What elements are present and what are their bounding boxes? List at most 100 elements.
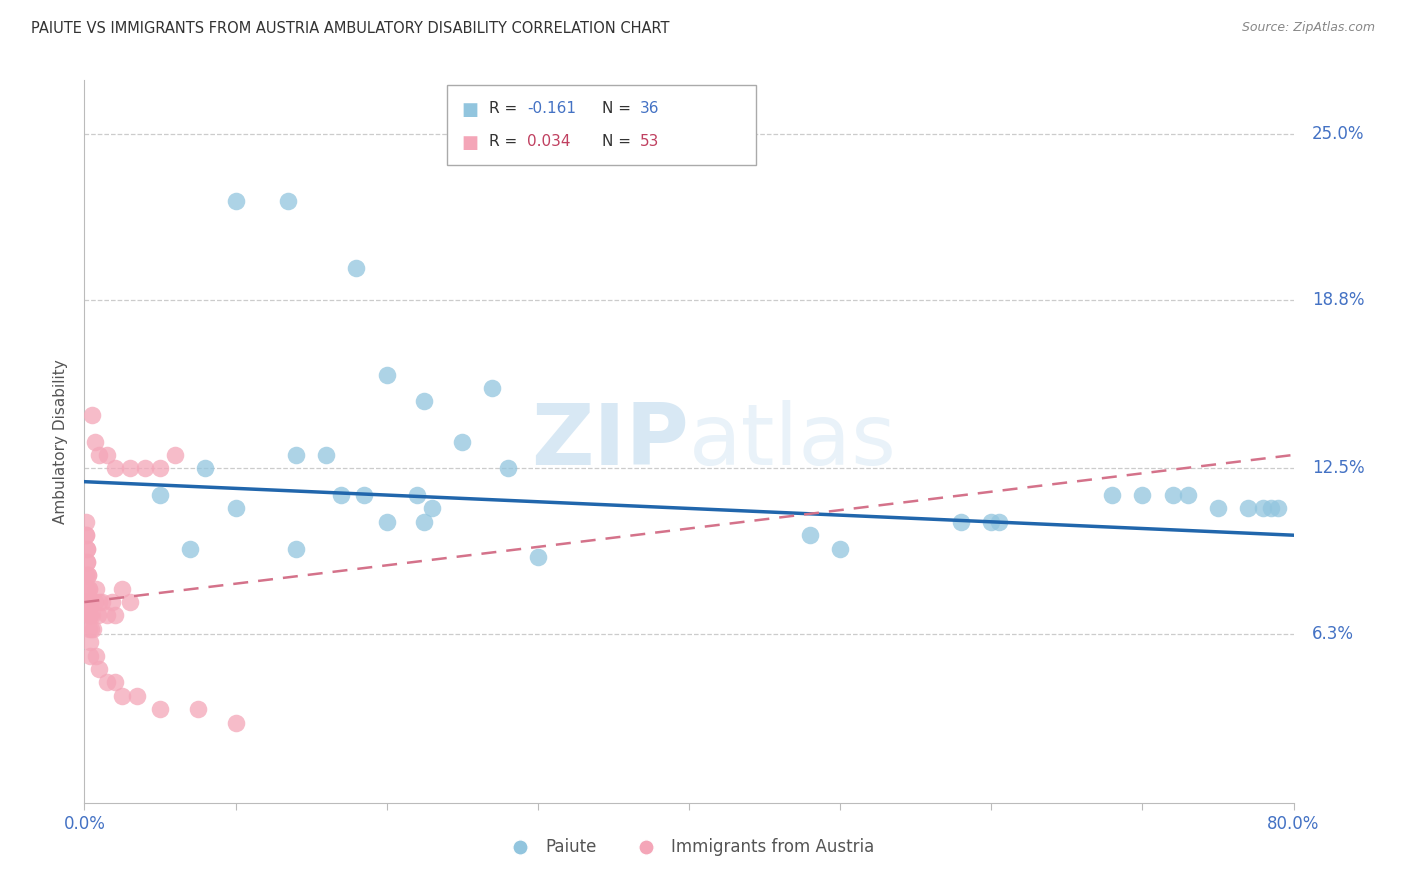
Text: -0.161: -0.161: [527, 101, 576, 116]
Point: [225, 501, 247, 516]
Point: [375, 368, 398, 382]
Text: 53: 53: [640, 134, 659, 149]
Text: ■: ■: [461, 134, 478, 152]
Point: [149, 488, 172, 502]
Point: [104, 675, 127, 690]
Point: [77, 568, 100, 582]
Point: [118, 595, 141, 609]
Point: [77, 582, 100, 596]
Point: [84, 595, 107, 609]
Point: [96, 448, 118, 462]
Point: [1206, 501, 1229, 516]
Point: [413, 515, 436, 529]
Point: [285, 448, 308, 462]
Point: [353, 488, 375, 502]
Point: [77, 608, 100, 623]
Point: [179, 541, 201, 556]
Point: [104, 608, 127, 623]
Point: [76, 582, 98, 596]
Point: [86, 648, 108, 663]
Text: 12.5%: 12.5%: [1312, 459, 1364, 477]
Point: [76, 595, 98, 609]
Text: ZIP: ZIP: [531, 400, 689, 483]
Text: 0.034: 0.034: [527, 134, 571, 149]
Point: [80, 608, 103, 623]
Text: 25.0%: 25.0%: [1312, 125, 1364, 143]
Point: [194, 461, 217, 475]
Point: [1237, 501, 1260, 516]
Text: R =: R =: [489, 101, 523, 116]
Point: [76, 541, 98, 556]
Point: [375, 515, 398, 529]
Point: [91, 595, 114, 609]
Point: [111, 582, 134, 596]
Point: [84, 434, 107, 449]
Text: 18.8%: 18.8%: [1312, 291, 1364, 309]
Point: [76, 555, 98, 569]
Point: [277, 194, 299, 208]
Point: [96, 675, 118, 690]
Point: [77, 582, 100, 596]
Point: [75, 568, 97, 582]
Point: [75, 515, 97, 529]
Text: N =: N =: [602, 101, 636, 116]
Text: N =: N =: [602, 134, 636, 149]
Point: [527, 549, 550, 564]
Point: [1253, 501, 1275, 516]
Point: [82, 622, 104, 636]
Point: [496, 461, 519, 475]
Text: Source: ZipAtlas.com: Source: ZipAtlas.com: [1241, 21, 1375, 34]
Point: [75, 528, 97, 542]
Point: [79, 648, 101, 663]
Point: [89, 448, 111, 462]
Point: [76, 541, 98, 556]
Point: [79, 595, 101, 609]
Text: R =: R =: [489, 134, 523, 149]
Point: [77, 568, 100, 582]
Text: 6.3%: 6.3%: [1312, 625, 1354, 643]
Point: [830, 541, 852, 556]
Point: [86, 582, 108, 596]
Point: [406, 488, 429, 502]
Point: [950, 515, 973, 529]
Point: [980, 515, 1002, 529]
Point: [1101, 488, 1123, 502]
Point: [1132, 488, 1154, 502]
Point: [96, 608, 118, 623]
Point: [87, 608, 110, 623]
Point: [1260, 501, 1282, 516]
Point: [165, 448, 187, 462]
Point: [799, 528, 821, 542]
Point: [89, 595, 111, 609]
Point: [80, 408, 103, 422]
Text: 36: 36: [640, 101, 659, 116]
Text: atlas: atlas: [689, 400, 897, 483]
Point: [481, 381, 503, 395]
Point: [1177, 488, 1199, 502]
Point: [76, 555, 98, 569]
Point: [225, 715, 247, 730]
Point: [75, 528, 97, 542]
Point: [79, 595, 101, 609]
Point: [420, 501, 443, 516]
Point: [285, 541, 308, 556]
Point: [451, 434, 474, 449]
Point: [89, 662, 111, 676]
Point: [79, 608, 101, 623]
Y-axis label: Ambulatory Disability: Ambulatory Disability: [53, 359, 69, 524]
Point: [111, 689, 134, 703]
Point: [315, 448, 337, 462]
Point: [104, 461, 127, 475]
Point: [127, 689, 149, 703]
Point: [1161, 488, 1184, 502]
Point: [149, 702, 172, 716]
Point: [80, 622, 103, 636]
Point: [79, 635, 101, 649]
Point: [118, 461, 141, 475]
Text: ■: ■: [461, 101, 478, 119]
Point: [330, 488, 353, 502]
Point: [149, 461, 172, 475]
Point: [1267, 501, 1289, 516]
Point: [187, 702, 209, 716]
Point: [100, 595, 122, 609]
